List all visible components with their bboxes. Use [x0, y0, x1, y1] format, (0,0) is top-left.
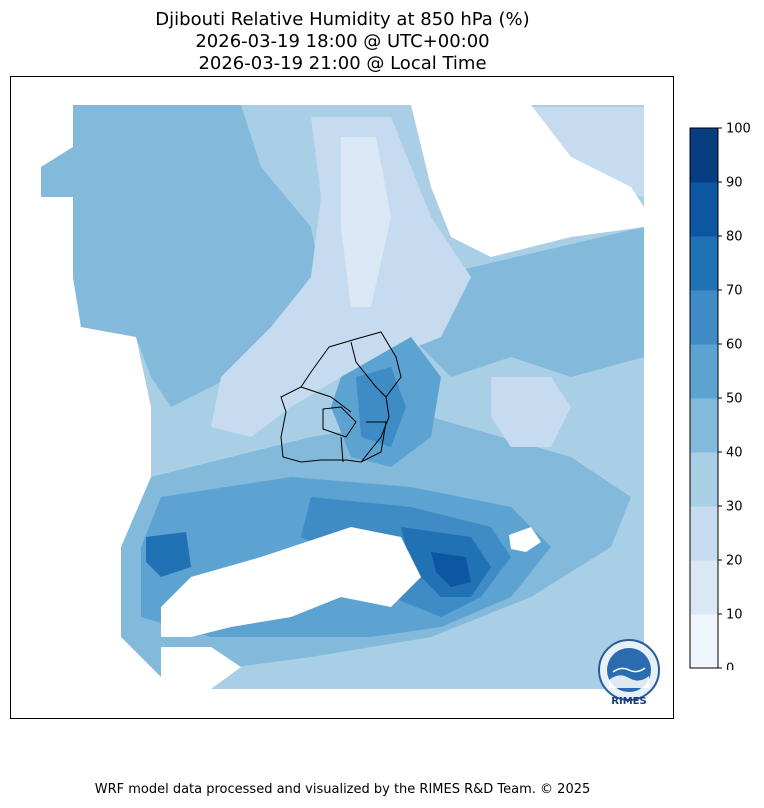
colorbar: 0 10 20 30 40 50 60 70 80 90 100 [689, 122, 751, 671]
chart-title-line-3: 2026-03-19 21:00 @ Local Time [198, 53, 487, 74]
mask-east-pocket [509, 527, 541, 552]
colorbar-segment [690, 452, 718, 507]
colorbar-tick-label: 60 [726, 338, 743, 353]
colorbar-segment [690, 128, 718, 183]
colorbar-segment [690, 236, 718, 291]
mask-bottom [161, 647, 241, 689]
chart-title-line-2: 2026-03-19 18:00 @ UTC+00:00 [195, 31, 490, 52]
field-band-40 [41, 105, 331, 407]
colorbar-segment [690, 344, 718, 399]
colorbar-tick-label: 50 [726, 392, 743, 407]
country-border [280, 331, 402, 463]
footer-credit: WRF model data processed and visualized … [94, 782, 591, 797]
colorbar-ticks: 0 10 20 30 40 50 60 70 80 90 100 [718, 122, 751, 671]
colorbar-tick-label: 40 [726, 446, 743, 461]
field-band-40-east [411, 227, 644, 377]
field-band-80 [431, 552, 471, 587]
colorbar-tick-label: 90 [726, 176, 743, 191]
colorbar-tick-label: 0 [726, 662, 734, 671]
colorbar-tick-label: 70 [726, 284, 743, 299]
colorbar-segment [690, 506, 718, 561]
colorbar-segment [690, 182, 718, 237]
colorbar-segment [690, 398, 718, 453]
field-band-20-ne [531, 107, 644, 197]
region-border-center [322, 406, 357, 438]
mask-southwest [161, 527, 421, 637]
colorbar-segment [690, 614, 718, 669]
region-border-west [300, 386, 352, 413]
humidity-field [41, 105, 644, 689]
field-band-20-east [491, 377, 571, 447]
djibouti-borders [280, 331, 402, 463]
region-border-sw [340, 436, 344, 463]
field-band-10 [341, 137, 391, 307]
colorbar-tick-label: 20 [726, 554, 743, 569]
chart-title-line-1: Djibouti Relative Humidity at 850 hPa (%… [155, 9, 530, 30]
region-border-north [350, 341, 387, 398]
field-band-70-west [146, 532, 191, 577]
colorbar-segment [690, 560, 718, 615]
mask-north [411, 105, 644, 257]
colorbar-tick-label: 30 [726, 500, 743, 515]
colorbar-segment [690, 290, 718, 345]
mask-west [41, 197, 73, 327]
region-border-south [360, 421, 387, 463]
map-panel [10, 76, 674, 719]
colorbar-tick-label: 80 [726, 230, 743, 245]
humidity-map [41, 105, 644, 689]
colorbar-segments [690, 128, 718, 669]
field-band-20 [211, 117, 471, 437]
rimes-logo-text: RIMES [611, 696, 646, 707]
colorbar-tick-label: 10 [726, 608, 743, 623]
rimes-logo: RIMES [598, 639, 660, 707]
colorbar-tick-label: 100 [726, 122, 751, 137]
